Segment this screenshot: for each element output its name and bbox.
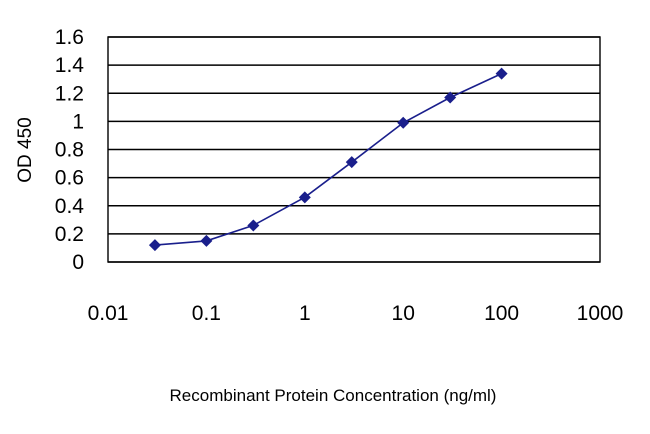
y-axis-title: OD 450	[15, 117, 36, 182]
data-point-2	[247, 219, 260, 232]
y-tick-label: 1	[72, 110, 84, 133]
y-tick-labels: 0 0.2 0.4 0.6 0.8 1 1.2 1.4 1.6	[55, 26, 85, 274]
data-point-0	[148, 239, 161, 252]
data-point-4	[345, 156, 358, 169]
y-tick-label: 1.6	[55, 26, 84, 49]
y-tick-label: 0	[72, 251, 84, 274]
x-tick-label: 1	[299, 302, 311, 325]
y-tick-label: 1.2	[55, 82, 84, 105]
data-point-3	[298, 191, 311, 204]
x-tick-label: 0.1	[192, 302, 221, 325]
x-tick-label: 1000	[577, 302, 624, 325]
y-tick-label: 1.4	[55, 54, 85, 77]
x-tick-label: 10	[392, 302, 415, 325]
y-tick-label: 0.8	[55, 139, 84, 162]
gridlines	[108, 36, 600, 263]
y-tick-label: 0.2	[55, 223, 84, 246]
series-line	[154, 72, 502, 246]
x-axis-title: Recombinant Protein Concentration (ng/ml…	[170, 386, 497, 405]
data-point-7	[495, 67, 508, 80]
y-tick-label: 0.4	[55, 195, 85, 218]
y-tick-label: 0.6	[55, 167, 84, 190]
data-point-1	[200, 234, 213, 247]
data-point-5	[397, 116, 410, 129]
plot-area-frame	[107, 36, 601, 263]
data-markers	[148, 67, 508, 252]
data-point-6	[444, 91, 457, 104]
x-tick-label: 100	[484, 302, 519, 325]
x-tick-label: 0.01	[88, 302, 129, 325]
x-tick-labels: 0.01 0.1 1 10 100 1000	[88, 302, 624, 325]
